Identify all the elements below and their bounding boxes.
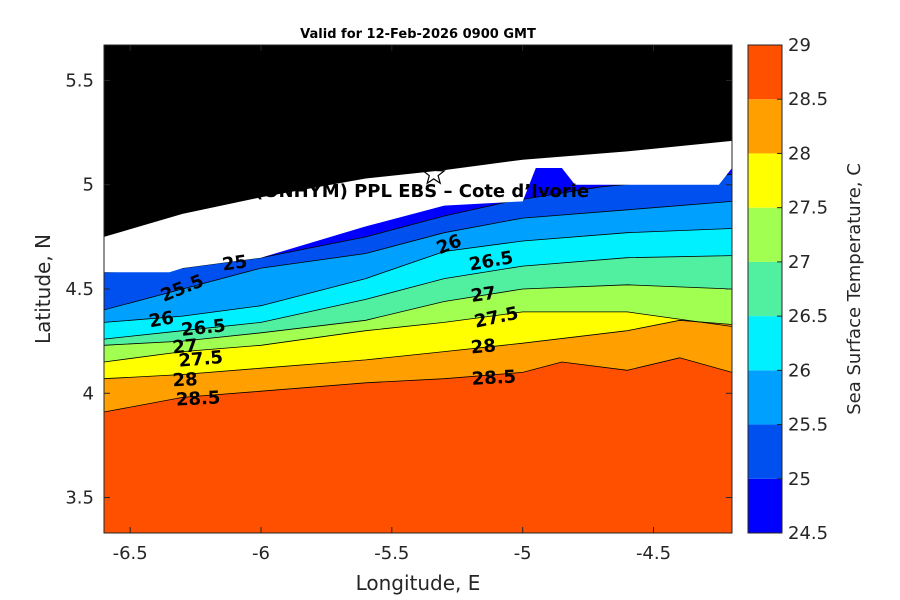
colorbar-tick-label: 26	[788, 360, 811, 381]
contour-line-28.5	[104, 357, 732, 413]
contour-line-25.5	[104, 201, 732, 311]
contour-label: 26	[147, 307, 175, 332]
colorbar-tick-label: 26.5	[788, 306, 828, 327]
contour-line-27.5	[104, 311, 732, 363]
contour-line-28	[104, 319, 732, 380]
plot-area: CI-525 CNR (ONHYM) PPL EBS – Cote d’Ivor…	[104, 45, 732, 533]
contour-label: 28.5	[175, 387, 220, 410]
colorbar-tick-label: 28	[788, 143, 811, 164]
contour-label: 27	[469, 283, 497, 307]
contour-line-27	[104, 284, 732, 346]
x-tick-label: -5	[514, 543, 532, 564]
y-tick-label: 5	[83, 175, 94, 196]
colorbar-label: Sea Surface Temperature, C	[844, 163, 865, 415]
y-axis-label: Latitude, N	[31, 234, 55, 344]
y-tick-label: 3.5	[65, 488, 94, 509]
colorbar-tick-label: 25	[788, 469, 811, 490]
contour-label: 28	[470, 335, 497, 358]
contour-label: 28	[172, 369, 198, 391]
contour-label: 27.5	[178, 347, 224, 372]
colorbar: 24.5 25 25.5 26 26.5 27 27.5 28 28.5 29	[747, 35, 828, 544]
x-tick-label: -6	[252, 543, 270, 564]
x-tick-label: -5.5	[374, 543, 409, 564]
colorbar-swatch	[748, 261, 782, 317]
x-axis: -6.5 -6 -5.5 -5 -4.5	[113, 45, 671, 564]
x-tick-label: -6.5	[113, 543, 148, 564]
y-tick-label: 4	[83, 383, 94, 404]
x-tick-label: -4.5	[636, 543, 671, 564]
chart-title: Valid for 12-Feb-2026 0900 GMT	[300, 27, 536, 42]
colorbar-swatch	[748, 370, 782, 425]
y-tick-label: 4.5	[65, 279, 94, 300]
colorbar-tick-label: 25.5	[788, 415, 828, 436]
colorbar-frame	[747, 44, 783, 534]
contour-label: 26.5	[180, 315, 226, 341]
y-tick-label: 5.5	[65, 70, 94, 91]
contour-line-26.5	[104, 255, 732, 340]
colorbar-swatch	[748, 316, 782, 371]
colorbar-swatch	[748, 45, 782, 100]
colorbar-swatch	[748, 424, 782, 479]
band-fill-28.5	[104, 357, 732, 533]
colorbar-swatch	[748, 207, 782, 262]
contour-label: 25	[221, 251, 249, 275]
contour-label: 27	[172, 335, 199, 358]
land-mass	[104, 45, 732, 237]
site-star-marker	[421, 161, 446, 185]
contour-fills	[104, 45, 732, 533]
colorbar-swatch	[748, 478, 782, 533]
x-axis-label: Longitude, E	[356, 571, 481, 595]
colorbar-swatch	[748, 99, 782, 154]
colorbar-tick-label: 27	[788, 252, 811, 273]
land-and-nodata	[104, 45, 732, 273]
colorbar-tick-label: 28.5	[788, 89, 828, 110]
contour-line-26	[104, 228, 732, 323]
colorbar-tick-label: 27.5	[788, 198, 828, 219]
colorbar-swatch	[748, 153, 782, 208]
site-annotation: CI-525 CNR (ONHYM) PPL EBS – Cote d’Ivor…	[135, 181, 589, 202]
contour-label: 28.5	[471, 367, 516, 390]
annotations: CI-525 CNR (ONHYM) PPL EBS – Cote d’Ivor…	[135, 161, 589, 202]
colorbar-tick-label: 24.5	[788, 523, 828, 544]
y-axis: 3.5 4 4.5 5 5.5	[65, 70, 732, 509]
colorbar-tick-label: 29	[788, 35, 811, 56]
